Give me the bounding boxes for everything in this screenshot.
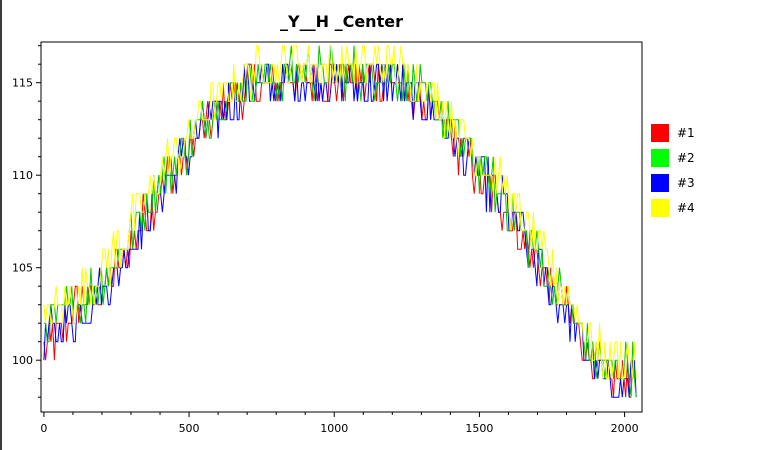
legend-label: #2	[677, 150, 695, 165]
y-tick-label: 100	[12, 354, 33, 367]
legend-swatch	[651, 198, 669, 217]
legend-label: #4	[677, 200, 695, 215]
y-tick-label: 115	[12, 77, 33, 90]
x-tick-label: 2000	[611, 422, 639, 435]
legend-label: #3	[677, 175, 695, 190]
legend-swatch	[651, 148, 669, 167]
x-tick-label: 0	[40, 422, 47, 435]
series-line-3	[43, 63, 637, 398]
window-edge	[0, 0, 2, 450]
legend-item-2: #2	[651, 145, 695, 170]
legend-label: #1	[677, 125, 695, 140]
series-layer	[43, 45, 637, 398]
y-tick-label: 105	[12, 262, 33, 275]
legend-swatch	[651, 123, 669, 142]
legend: #1 #2 #3 #4	[651, 120, 695, 220]
x-tick-label: 1000	[320, 422, 348, 435]
series-line-4	[43, 45, 637, 380]
legend-item-4: #4	[651, 195, 695, 220]
x-tick-label: 500	[179, 422, 200, 435]
legend-item-3: #3	[651, 170, 695, 195]
x-tick-label: 1500	[465, 422, 493, 435]
axis-layer: 0 500 1000 1500 2000 100 105 110 115	[12, 45, 639, 435]
chart-title: _Y__H _Center	[280, 12, 403, 31]
y-tick-label: 110	[12, 169, 33, 182]
legend-swatch	[651, 173, 669, 192]
legend-item-1: #1	[651, 120, 695, 145]
